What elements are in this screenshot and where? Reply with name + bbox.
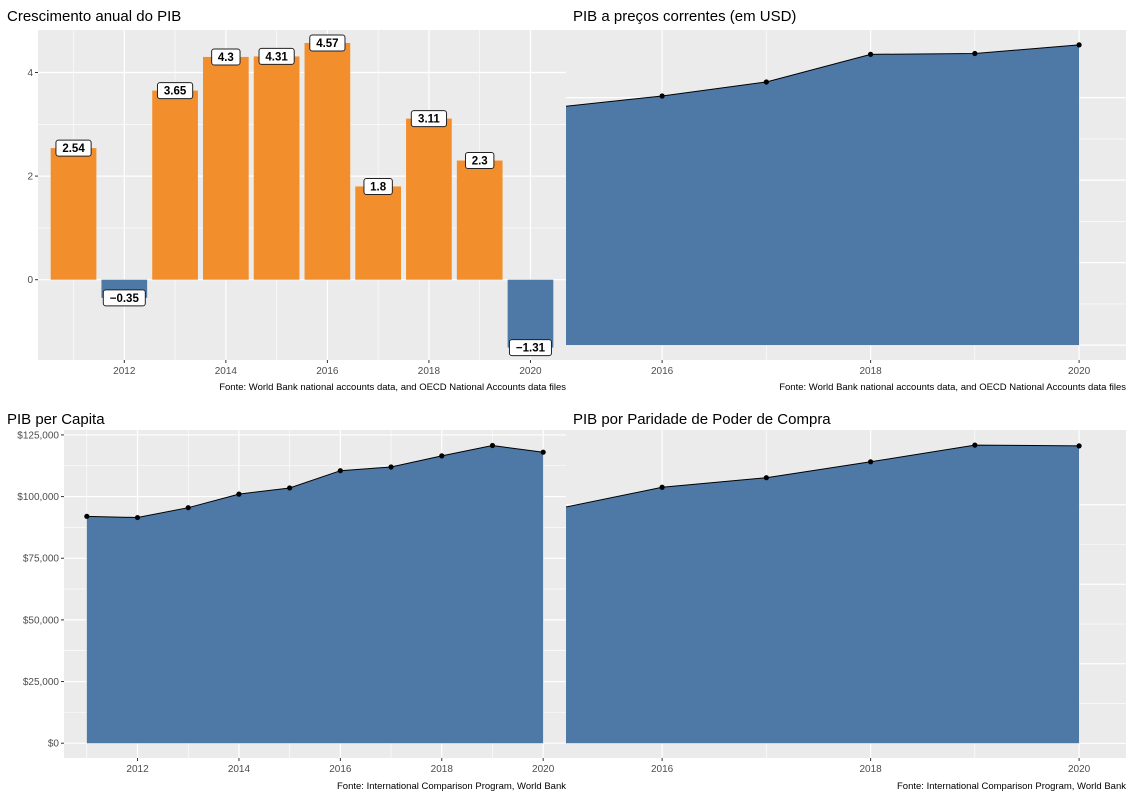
data-label-box	[309, 34, 346, 52]
chart-title: PIB per Capita	[7, 411, 105, 428]
x-tick-label: 2012	[126, 764, 149, 775]
data-label: 3.11	[418, 114, 440, 126]
chart-current-usd-gdp: PIB a preços correntes (em USD)$0$20,000…	[566, 8, 1126, 393]
data-label: 4.3	[218, 52, 234, 64]
data-point	[439, 453, 445, 459]
data-label-box	[211, 48, 241, 66]
data-point	[868, 51, 874, 57]
data-label-box	[156, 82, 194, 100]
x-tick-label: 2018	[859, 764, 882, 775]
bar	[304, 42, 351, 280]
bar	[50, 148, 97, 280]
x-tick-label: 2018	[431, 764, 454, 775]
data-label-box	[102, 289, 146, 307]
data-label-box	[55, 139, 92, 157]
y-tick-label: $75,000	[23, 554, 60, 565]
data-label: 1.8	[370, 181, 387, 193]
data-point	[337, 468, 343, 474]
data-point	[489, 442, 496, 449]
x-tick-label: 2018	[859, 366, 882, 377]
series-line	[86, 445, 544, 519]
bar	[152, 90, 198, 280]
data-point	[1076, 42, 1082, 48]
x-tick-label: 2020	[1068, 366, 1091, 377]
data-point	[972, 442, 978, 448]
data-label-box	[258, 47, 295, 65]
data-point	[659, 484, 665, 490]
chart-gdp-per-capita: PIB per Capita $0 $25,000 $50,000 $75,000 $10…	[7, 411, 566, 792]
y-tick-label: 0	[27, 275, 33, 286]
bar	[253, 56, 300, 280]
x-tick-label: 2020	[532, 764, 555, 775]
data-point	[763, 79, 769, 85]
x-tick-label: 2016	[651, 366, 674, 377]
y-tick-label: $125,000	[17, 430, 59, 441]
chart-caption: Fonte: World Bank national accounts data…	[219, 382, 566, 393]
chart-annual-growth: Crescimento anual do PIB 0 2 4 2012 2014 2016 2…	[7, 8, 566, 393]
x-tick-label: 2014	[215, 366, 238, 377]
y-tick-label: $50,000	[23, 615, 60, 626]
bar	[406, 118, 452, 280]
chart-caption: Fonte: International Comparison Program,…	[897, 781, 1126, 792]
x-tick-label: 2020	[519, 366, 542, 377]
x-tick-label: 2016	[651, 764, 674, 775]
chart-caption: Fonte: International Comparison Program,…	[337, 781, 566, 792]
y-tick-label: 2	[27, 172, 33, 183]
data-point	[868, 459, 874, 465]
data-point	[1076, 443, 1082, 449]
data-point	[84, 513, 90, 519]
series-line	[566, 44, 1080, 107]
bar	[507, 279, 554, 348]
data-label: 2.54	[62, 143, 85, 155]
data-point	[540, 449, 546, 455]
x-tick-label: 2016	[329, 764, 352, 775]
data-label: 4.31	[265, 51, 288, 63]
data-point	[388, 464, 394, 470]
data-point	[185, 505, 191, 511]
data-label-box	[363, 177, 393, 195]
x-tick-label: 2020	[1068, 764, 1091, 775]
bar	[203, 56, 249, 280]
chart-title: PIB por Paridade de Poder de Compra	[573, 411, 831, 428]
y-tick-label: $25,000	[23, 677, 60, 688]
data-point	[763, 475, 769, 481]
y-tick-label: $100,000	[17, 492, 59, 503]
data-label: −1.31	[516, 343, 546, 355]
data-label: 4.57	[316, 38, 338, 50]
data-label-box	[464, 152, 495, 170]
data-label: 2.3	[472, 156, 488, 168]
chart-gdp-ppp: PIB por Paridade de Poder de Compra$0$20…	[566, 411, 1126, 792]
x-tick-label: 2016	[316, 366, 339, 377]
data-point	[287, 485, 293, 491]
chart-caption: Fonte: World Bank national accounts data…	[779, 382, 1126, 393]
chart-title: Crescimento anual do PIB	[7, 8, 181, 25]
data-point	[659, 93, 665, 99]
data-point	[972, 50, 978, 57]
area-fill	[566, 44, 1080, 346]
data-label-box	[410, 110, 448, 128]
chart-title: PIB a preços correntes (em USD)	[573, 8, 796, 25]
data-point	[236, 491, 242, 497]
x-tick-label: 2018	[418, 366, 441, 377]
y-tick-label: 4	[27, 68, 33, 79]
y-tick-label: $0	[48, 739, 60, 750]
series-line	[566, 444, 1080, 508]
x-tick-label: 2014	[228, 764, 251, 775]
data-label-box	[508, 339, 552, 357]
data-label: 3.65	[164, 86, 187, 98]
area-fill	[566, 445, 1080, 744]
bar	[355, 186, 401, 280]
data-point	[134, 514, 141, 521]
area-fill	[86, 445, 544, 744]
x-tick-label: 2012	[113, 366, 136, 377]
data-label: −0.35	[110, 293, 140, 305]
bar	[456, 160, 503, 280]
